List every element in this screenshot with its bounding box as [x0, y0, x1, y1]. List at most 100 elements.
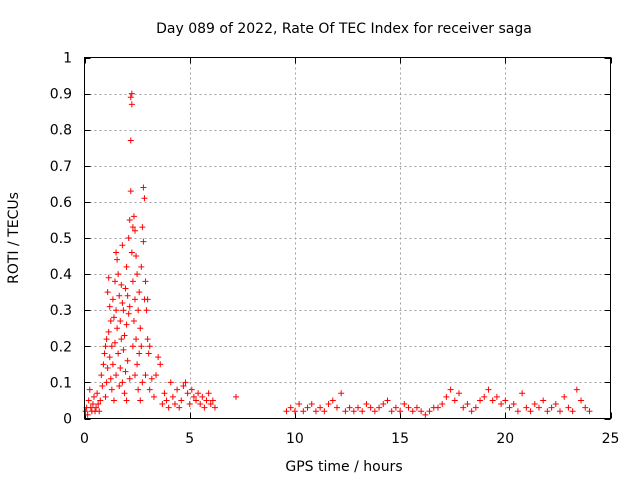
- data-point: [422, 411, 429, 418]
- data-point: [113, 372, 120, 379]
- data-point: [126, 303, 133, 310]
- data-point: [150, 393, 157, 400]
- data-point: [130, 213, 137, 220]
- data-point: [103, 379, 110, 386]
- y-axis-label: ROTI / TECUs: [6, 192, 22, 284]
- data-point: [535, 404, 542, 411]
- data-point: [127, 94, 134, 101]
- data-point: [135, 386, 142, 393]
- data-point: [141, 195, 148, 202]
- data-point: [409, 408, 416, 415]
- y-tick-label: 0.9: [50, 87, 72, 103]
- data-point: [135, 307, 142, 314]
- axis-ticks: [84, 57, 612, 420]
- data-point: [145, 350, 152, 357]
- data-point: [447, 386, 454, 393]
- data-point: [118, 336, 125, 343]
- data-point: [193, 397, 200, 404]
- data-point: [321, 408, 328, 415]
- data-point: [201, 404, 208, 411]
- data-point: [159, 401, 166, 408]
- data-point: [144, 336, 151, 343]
- data-point: [125, 310, 132, 317]
- grid-lines: [84, 57, 611, 419]
- data-point: [388, 408, 395, 415]
- data-point: [477, 397, 484, 404]
- data-point: [102, 393, 109, 400]
- data-point: [121, 332, 128, 339]
- data-point: [544, 408, 551, 415]
- data-point: [184, 390, 191, 397]
- data-point: [384, 397, 391, 404]
- data-point: [116, 292, 123, 299]
- data-point: [489, 397, 496, 404]
- data-point: [519, 390, 526, 397]
- data-point: [133, 253, 140, 260]
- y-tick-label: 0.4: [50, 267, 72, 283]
- data-point: [105, 274, 112, 281]
- data-point: [108, 343, 115, 350]
- data-point: [148, 375, 155, 382]
- data-point: [89, 401, 96, 408]
- data-point: [143, 307, 150, 314]
- data-point: [300, 408, 307, 415]
- data-point: [117, 318, 124, 325]
- y-tick-labels: 0 0.1 0.2 0.3 0.4 0.5 0.6 0.7 0.8 0.9 1: [50, 51, 72, 428]
- data-point: [129, 278, 136, 285]
- data-point: [128, 90, 135, 97]
- data-point: [114, 256, 121, 263]
- data-point: [182, 379, 189, 386]
- data-point: [85, 397, 92, 404]
- chart-title: Day 089 of 2022, Rate Of TEC Index for r…: [156, 21, 532, 37]
- data-point: [146, 386, 153, 393]
- data-point: [506, 404, 513, 411]
- data-point: [485, 386, 492, 393]
- data-point: [95, 401, 102, 408]
- data-point: [514, 408, 521, 415]
- data-point: [531, 401, 538, 408]
- data-point: [142, 372, 149, 379]
- data-point: [178, 397, 185, 404]
- data-point: [131, 372, 138, 379]
- data-point: [367, 404, 374, 411]
- data-point: [493, 393, 500, 400]
- data-point: [157, 361, 164, 368]
- data-point: [131, 227, 138, 234]
- data-point: [126, 375, 133, 382]
- data-point: [333, 404, 340, 411]
- data-point: [502, 397, 509, 404]
- data-point: [283, 408, 290, 415]
- data-point: [127, 137, 134, 144]
- data-point: [155, 354, 162, 361]
- data-point: [363, 401, 370, 408]
- data-point: [120, 307, 127, 314]
- data-point: [205, 390, 212, 397]
- data-point: [121, 390, 128, 397]
- data-point: [329, 397, 336, 404]
- data-point: [112, 339, 119, 346]
- data-point: [125, 235, 132, 241]
- x-tick-label: 25: [602, 431, 620, 447]
- data-point: [199, 393, 206, 400]
- x-tick-label: 20: [496, 431, 514, 447]
- data-point: [142, 278, 149, 285]
- data-point: [451, 397, 458, 404]
- data-point: [90, 393, 97, 400]
- data-point: [146, 343, 153, 350]
- data-point: [180, 383, 187, 390]
- data-point: [129, 224, 136, 231]
- data-point: [195, 390, 202, 397]
- data-point: [510, 401, 517, 408]
- y-tick-label: 0.7: [50, 159, 72, 175]
- data-point: [561, 393, 568, 400]
- data-point: [190, 393, 197, 400]
- x-tick-label: 10: [286, 431, 304, 447]
- data-point: [401, 401, 408, 408]
- data-point: [540, 397, 547, 404]
- data-point: [130, 318, 137, 325]
- data-point: [176, 404, 183, 411]
- data-point: [102, 343, 109, 350]
- data-point: [98, 372, 105, 379]
- data-point: [137, 397, 144, 404]
